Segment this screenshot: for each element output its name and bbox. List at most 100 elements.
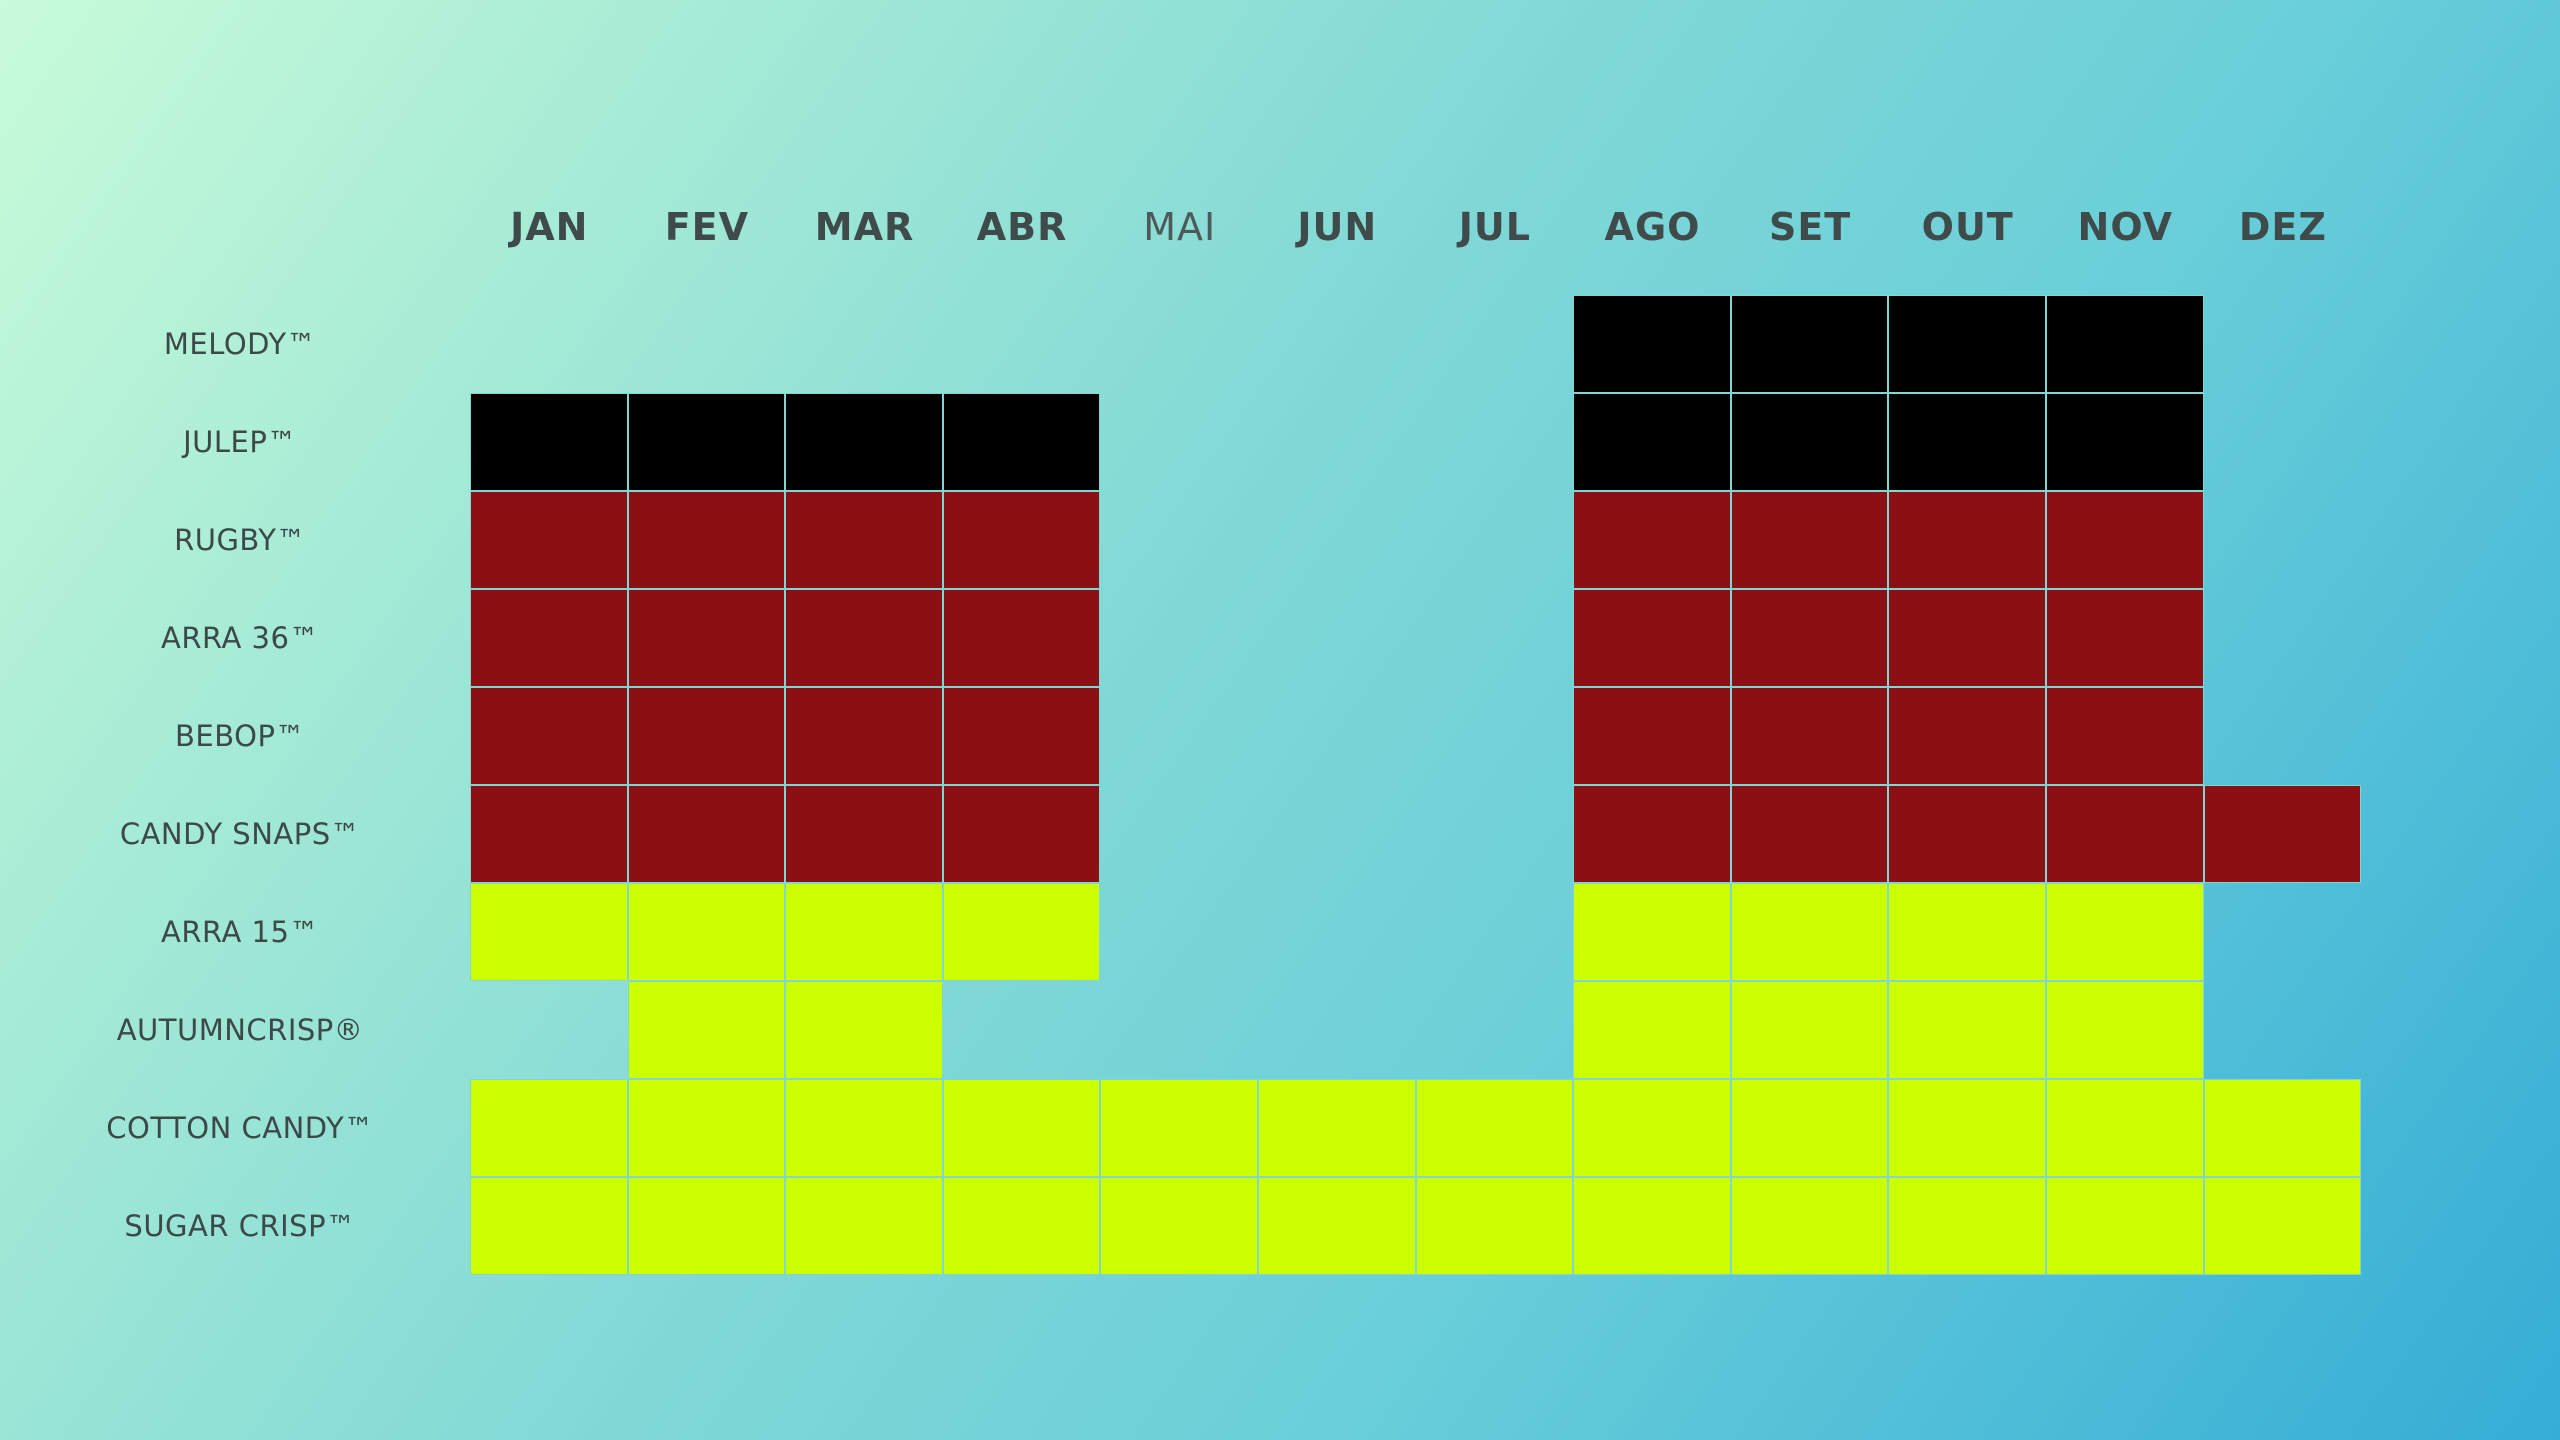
month-label-dez: DEZ [2238, 205, 2327, 249]
heatmap-cell [2046, 1079, 2204, 1177]
heatmap-cell [1888, 883, 2046, 981]
month-label-out: OUT [1921, 205, 2014, 249]
heatmap-cell [627, 883, 786, 981]
heatmap-cell [627, 393, 786, 491]
heatmap-cell [1730, 491, 1889, 589]
heatmap-cell [1730, 1177, 1889, 1275]
heatmap-cell [2046, 589, 2204, 687]
heatmap-cell [470, 1079, 628, 1177]
heatmap-cell [627, 785, 786, 883]
heatmap-cell [2046, 1177, 2204, 1275]
heatmap-cell [1573, 883, 1731, 981]
heatmap-cell [470, 393, 628, 491]
heatmap-cell [1888, 981, 2046, 1079]
variety-label: MELODY™ [163, 327, 317, 361]
heatmap-cell [1730, 785, 1889, 883]
heatmap-cell [942, 1079, 1101, 1177]
heatmap-cell [942, 589, 1101, 687]
heatmap-cell [2046, 393, 2204, 491]
variety-label: CANDY SNAPS™ [119, 817, 361, 851]
heatmap-cell [942, 883, 1101, 981]
heatmap-cell [1573, 687, 1731, 785]
heatmap-cell [1415, 1079, 1574, 1177]
heatmap-cell [1573, 491, 1731, 589]
heatmap-cell [785, 981, 943, 1079]
heatmap-cell [2046, 785, 2204, 883]
heatmap-cell [470, 785, 628, 883]
heatmap-cell [470, 1177, 628, 1275]
heatmap-cell [627, 1079, 786, 1177]
month-label-set: SET [1768, 205, 1852, 249]
heatmap-cell [2203, 1177, 2362, 1275]
month-label-jul: JUL [1458, 205, 1531, 249]
month-label-mar: MAR [814, 205, 915, 249]
heatmap-cell [627, 589, 786, 687]
heatmap-cell [1258, 1079, 1416, 1177]
heatmap-cell [1730, 393, 1889, 491]
variety-label: ARRA 15™ [161, 915, 319, 949]
heatmap-cell [470, 589, 628, 687]
heatmap-cell [785, 491, 943, 589]
heatmap-cell [1888, 1079, 2046, 1177]
heatmap-cell [1573, 1177, 1731, 1275]
heatmap-cell [1730, 981, 1889, 1079]
variety-label: COTTON CANDY™ [106, 1111, 374, 1145]
heatmap-cell [942, 1177, 1101, 1275]
heatmap-cell [2046, 883, 2204, 981]
heatmap-cell [1573, 295, 1731, 393]
heatmap-cell [1573, 981, 1731, 1079]
heatmap-cell [785, 1079, 943, 1177]
heatmap-cell [1730, 687, 1889, 785]
heatmap-cell [942, 687, 1101, 785]
variety-label: BEBOP™ [175, 719, 305, 753]
month-label-ago: AGO [1604, 205, 1701, 249]
heatmap-cell [2203, 785, 2362, 883]
variety-label: SUGAR CRISP™ [124, 1209, 356, 1243]
heatmap-cell [1730, 295, 1889, 393]
heatmap-cell [1415, 1177, 1574, 1275]
heatmap-cell [1730, 589, 1889, 687]
heatmap-cell [1573, 785, 1731, 883]
heatmap-cell [1888, 295, 2046, 393]
heatmap-cell [627, 491, 786, 589]
heatmap-cell [1730, 883, 1889, 981]
heatmap-cell [627, 981, 786, 1079]
heatmap-cell [942, 785, 1101, 883]
month-label-nov: NOV [2077, 205, 2174, 249]
heatmap-cell [1258, 1177, 1416, 1275]
heatmap-cell [1573, 589, 1731, 687]
heatmap-cell [1888, 687, 2046, 785]
heatmap-cell [1888, 589, 2046, 687]
heatmap-cell [1573, 1079, 1731, 1177]
heatmap-cell [1573, 393, 1731, 491]
heatmap-cell [1888, 785, 2046, 883]
heatmap-cell [470, 883, 628, 981]
heatmap-cell [2046, 687, 2204, 785]
heatmap-cell [942, 491, 1101, 589]
heatmap-cell [785, 393, 943, 491]
heatmap-cell [2203, 1079, 2362, 1177]
heatmap-cell [2046, 981, 2204, 1079]
month-label-jun: JUN [1297, 205, 1378, 249]
heatmap-cell [785, 785, 943, 883]
variety-label: JULEP™ [183, 425, 297, 459]
heatmap-cell [470, 491, 628, 589]
heatmap-cell [1730, 1079, 1889, 1177]
variety-label: ARRA 36™ [161, 621, 319, 655]
month-label-mai: MAI [1143, 205, 1217, 249]
heatmap-cell [1100, 1177, 1258, 1275]
variety-label: AUTUMNCRISP® [116, 1013, 364, 1047]
heatmap-cell [1888, 393, 2046, 491]
heatmap-cell [785, 883, 943, 981]
heatmap-cell [2046, 295, 2204, 393]
heatmap-cell [627, 1177, 786, 1275]
heatmap-cell [942, 393, 1101, 491]
month-label-jan: JAN [510, 205, 589, 249]
heatmap-cell [785, 1177, 943, 1275]
heatmap-cell [627, 687, 786, 785]
heatmap-cell [785, 589, 943, 687]
variety-label: RUGBY™ [174, 523, 306, 557]
heatmap-cell [470, 687, 628, 785]
